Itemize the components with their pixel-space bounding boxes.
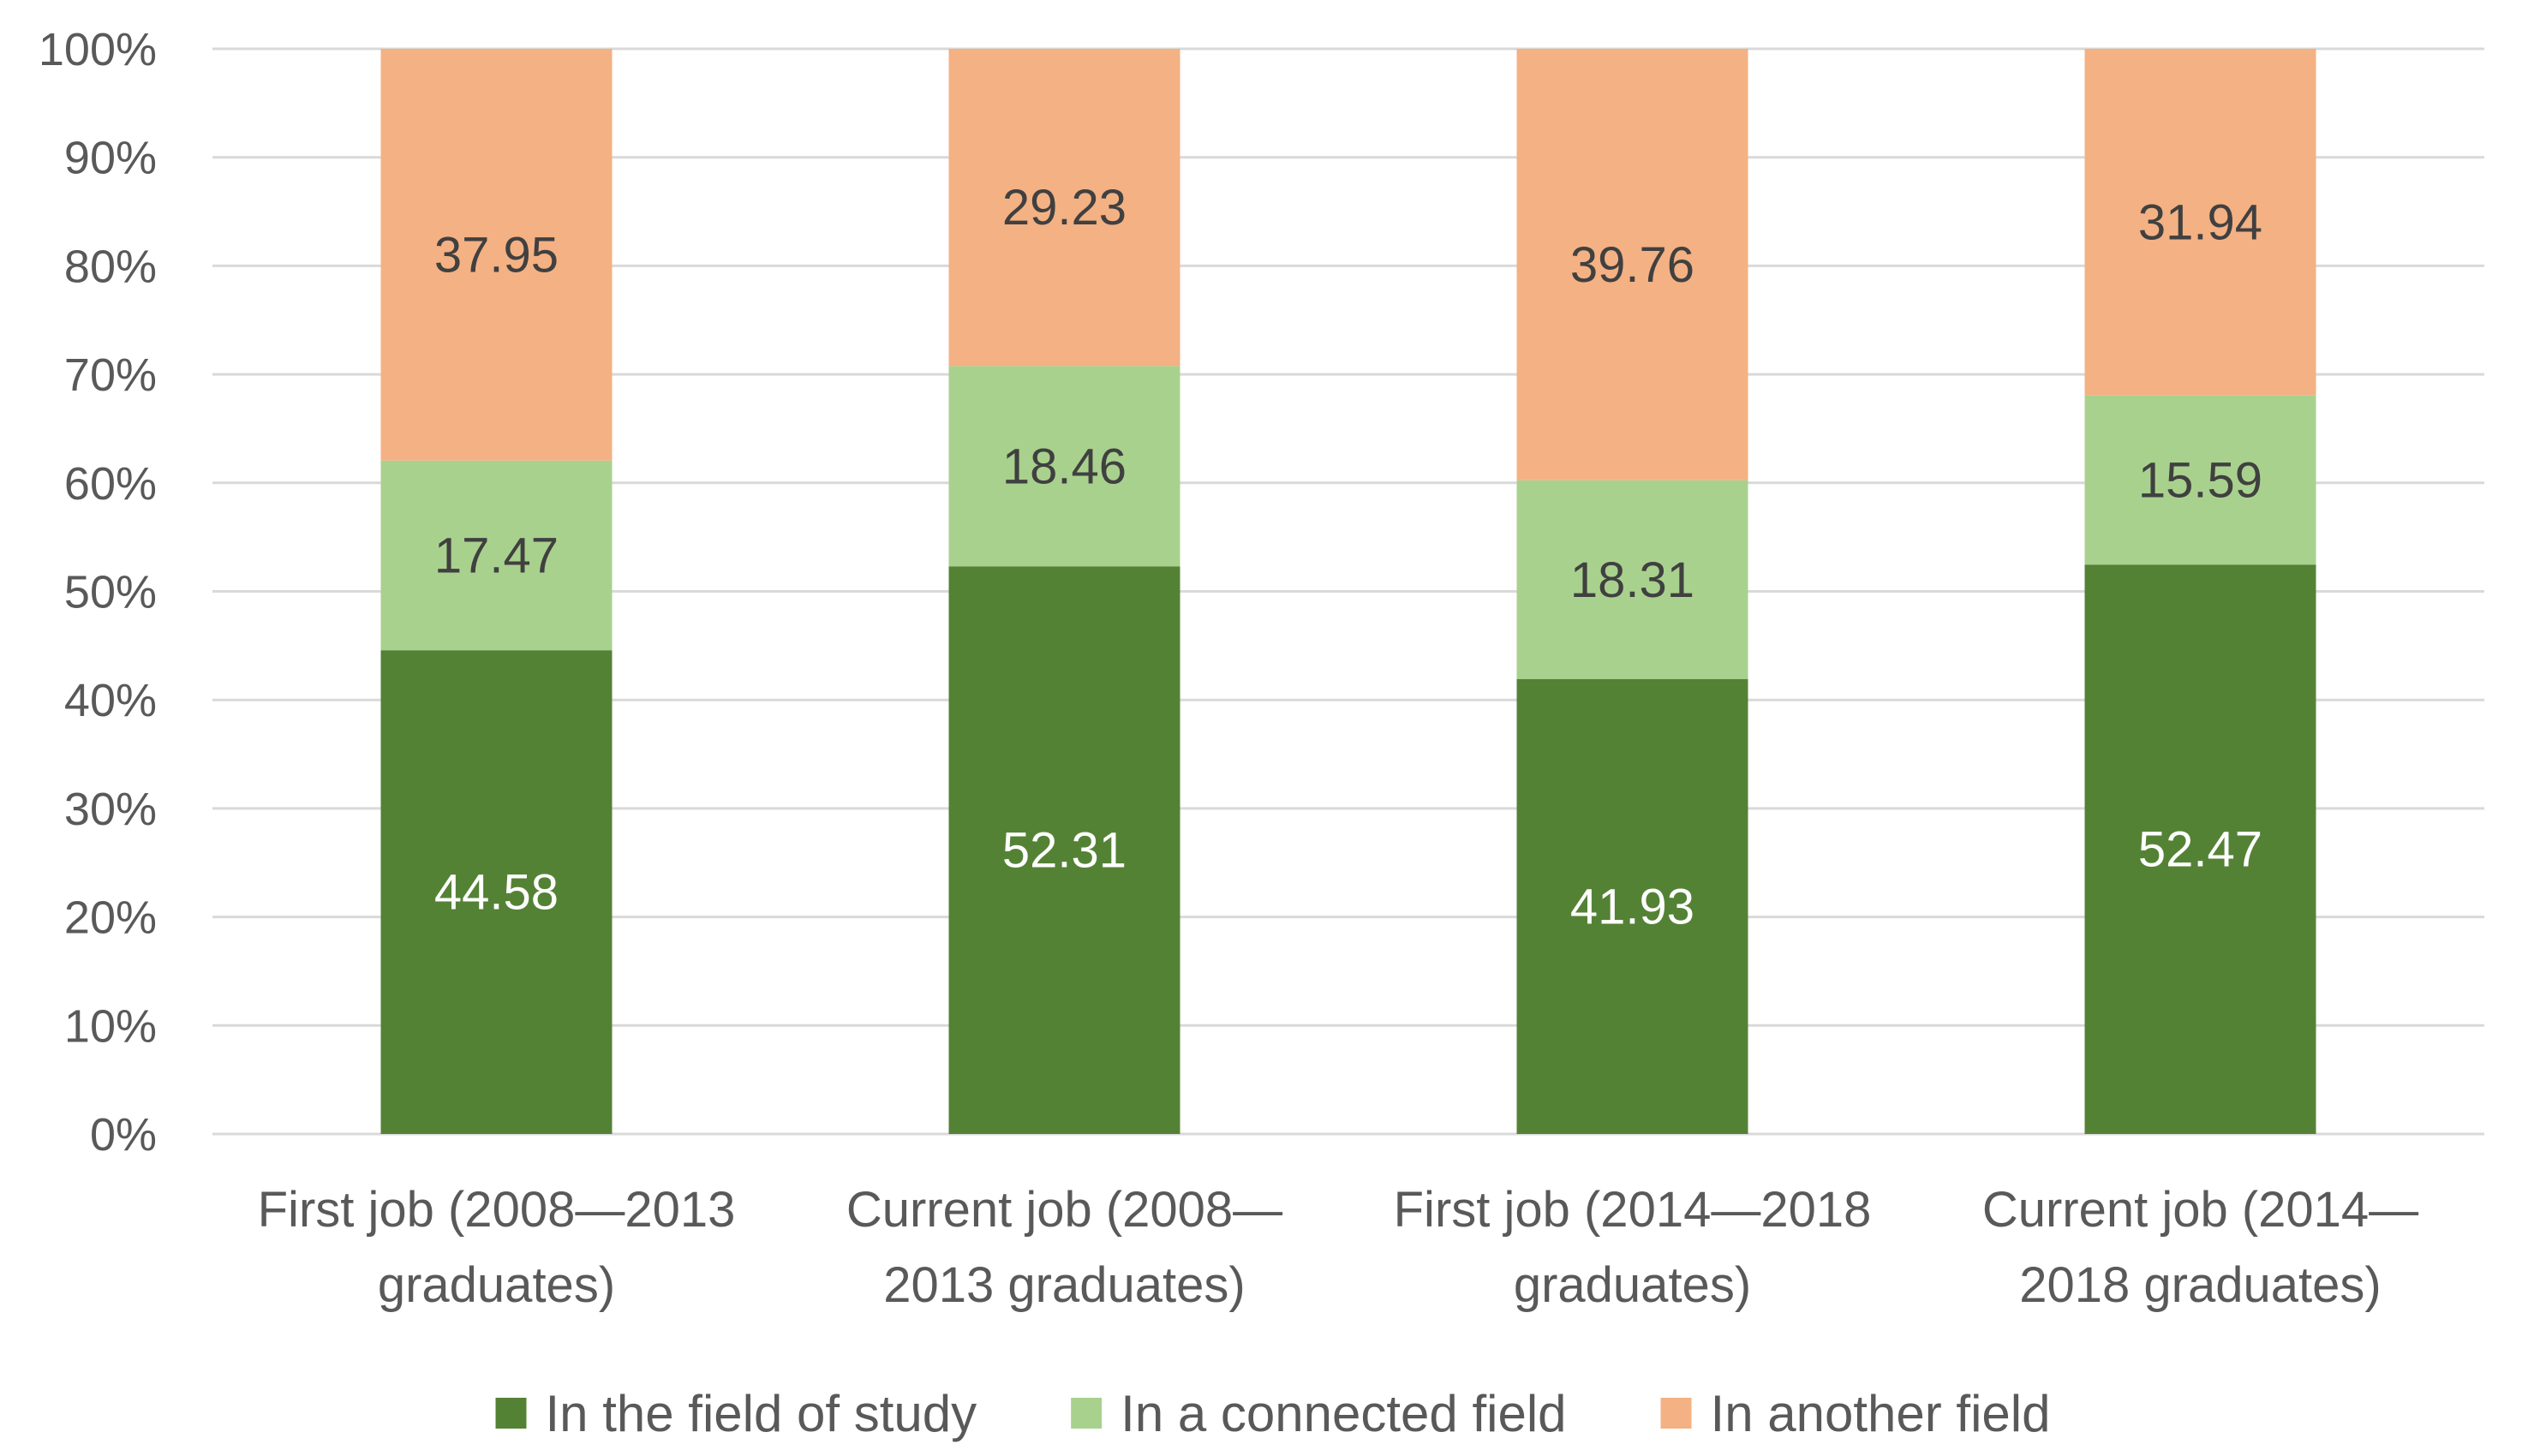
- data-label: 17.47: [434, 528, 559, 583]
- x-tick-label: First job (2014—2018: [1394, 1182, 1872, 1238]
- data-label: 44.58: [434, 865, 559, 921]
- y-tick-label: 30%: [64, 784, 157, 835]
- data-label: 41.93: [1570, 879, 1694, 934]
- bars: [380, 49, 2316, 1134]
- data-label: 18.46: [1002, 439, 1127, 494]
- x-tick-label: 2013 graduates): [883, 1257, 1245, 1313]
- y-tick-label: 40%: [64, 675, 157, 726]
- x-tick-label: graduates): [378, 1257, 615, 1313]
- legend-swatch: [1660, 1398, 1692, 1429]
- y-tick-label: 50%: [64, 567, 157, 618]
- x-tick-label: Current job (2008—: [846, 1182, 1282, 1238]
- bar-segment: [380, 650, 613, 1134]
- data-label: 15.59: [2138, 452, 2262, 508]
- data-labels: 44.58 17.47 37.95 52.31 18.46 29.23 41.93 18.31…: [434, 180, 2262, 934]
- data-label: 52.31: [1002, 823, 1127, 879]
- y-tick-label: 80%: [64, 241, 157, 292]
- y-tick-label: 20%: [64, 892, 157, 944]
- x-axis: First job (2008—2013 graduates) Current jo…: [258, 1182, 2419, 1313]
- legend: In the field of study In a connected fiel…: [495, 1385, 2051, 1442]
- y-tick-label: 100%: [39, 24, 157, 75]
- y-tick-label: 0%: [90, 1109, 157, 1161]
- data-label: 31.94: [2138, 194, 2262, 250]
- y-axis: 0% 10% 20% 30% 40% 50% 60% 70% 80% 90% 100%: [39, 24, 157, 1161]
- y-tick-label: 90%: [64, 133, 157, 184]
- bar-segment: [380, 49, 613, 461]
- y-tick-label: 10%: [64, 1000, 157, 1052]
- bar-segment: [2084, 49, 2316, 396]
- bar-segment: [948, 49, 1180, 367]
- x-tick-label: Current job (2014—: [1982, 1182, 2418, 1238]
- bar-segment: [380, 460, 613, 651]
- data-label: 39.76: [1570, 237, 1694, 293]
- data-label: 18.31: [1570, 552, 1694, 608]
- legend-item: In the field of study: [495, 1385, 977, 1442]
- data-label: 52.47: [2138, 822, 2262, 878]
- y-tick-label: 60%: [64, 458, 157, 510]
- legend-label: In the field of study: [546, 1385, 977, 1442]
- x-tick-label: graduates): [1514, 1257, 1751, 1313]
- bar-segment: [1516, 49, 1748, 480]
- data-label: 37.95: [434, 227, 559, 283]
- bar-segment: [948, 566, 1180, 1134]
- legend-label: In a connected field: [1121, 1385, 1566, 1442]
- bar-segment: [1516, 480, 1748, 679]
- legend-label: In another field: [1711, 1385, 2051, 1442]
- x-tick-label: 2018 graduates): [2019, 1257, 2381, 1313]
- legend-item: In another field: [1660, 1385, 2051, 1442]
- bar-segment: [948, 366, 1180, 567]
- x-tick-label: First job (2008—2013: [258, 1182, 736, 1238]
- legend-item: In a connected field: [1071, 1385, 1567, 1442]
- bar-segment: [1516, 678, 1748, 1134]
- data-label: 29.23: [1002, 180, 1127, 236]
- y-tick-label: 70%: [64, 349, 157, 401]
- bar-segment: [2084, 564, 2316, 1134]
- legend-swatch: [495, 1398, 527, 1429]
- bar-segment: [2084, 395, 2316, 565]
- legend-swatch: [1071, 1398, 1103, 1429]
